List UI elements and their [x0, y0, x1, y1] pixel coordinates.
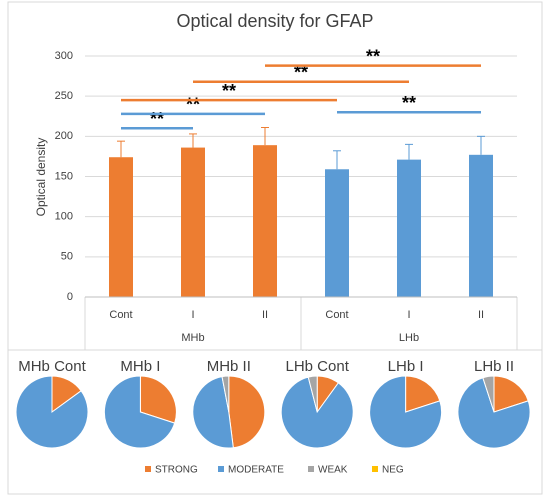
x-tick-label: II [262, 309, 268, 321]
x-tick-label: I [191, 309, 194, 321]
legend-swatch [372, 466, 378, 472]
significance-label: ** [186, 95, 200, 115]
legend-label: NEG [382, 465, 404, 476]
pie-title: LHb I [388, 358, 424, 375]
pie-slice [405, 375, 441, 413]
pie-slice [221, 375, 230, 413]
bar [253, 145, 277, 297]
significance-label: ** [222, 81, 236, 101]
group-label: MHb [181, 332, 204, 344]
legend-swatch [218, 466, 224, 472]
legend-label: MODERATE [228, 465, 284, 476]
x-tick-label: I [407, 309, 410, 321]
pie-slice [493, 375, 529, 413]
pie-title: MHb Cont [18, 358, 86, 375]
pie-slice [139, 375, 177, 424]
significance-label: ** [366, 46, 380, 66]
pie-slice [457, 377, 531, 449]
legend-label: STRONG [155, 465, 198, 476]
pie-title: MHb I [120, 358, 160, 375]
y-tick-label: 250 [55, 90, 73, 102]
pie-slice [15, 375, 89, 449]
legend-swatch [308, 466, 314, 472]
y-tick-label: 150 [55, 170, 73, 182]
bar [109, 157, 133, 297]
x-tick-label: Cont [109, 309, 132, 321]
bar [397, 159, 421, 297]
y-tick-label: 0 [67, 291, 73, 303]
pie-slice [482, 375, 495, 413]
pie-title: LHb II [474, 358, 514, 375]
chart-title: Optical density for GFAP [176, 11, 373, 31]
pie-slice [192, 376, 234, 449]
y-tick-label: 200 [55, 130, 73, 142]
significance-label: ** [150, 109, 164, 129]
pie-frame [7, 349, 543, 495]
bar [181, 147, 205, 297]
y-tick-label: 100 [55, 211, 73, 223]
bar [469, 154, 493, 297]
significance-label: ** [402, 93, 416, 113]
legend-label: WEAK [318, 465, 348, 476]
pie-slice [280, 376, 354, 449]
significance-label: ** [294, 62, 308, 82]
legend-swatch [145, 466, 151, 472]
pie-title: LHb Cont [286, 358, 350, 375]
pie-slice [228, 375, 266, 449]
pie-slice [103, 375, 176, 449]
x-tick-label: Cont [325, 309, 348, 321]
y-axis-label: Optical density [34, 138, 48, 217]
x-tick-label: II [478, 309, 484, 321]
pie-slice [369, 375, 443, 449]
pie-title: MHb II [207, 358, 251, 375]
pie-slice [307, 375, 318, 413]
bar [325, 169, 349, 297]
group-label: LHb [399, 332, 419, 344]
y-tick-label: 50 [61, 251, 73, 263]
y-tick-label: 300 [55, 50, 73, 62]
